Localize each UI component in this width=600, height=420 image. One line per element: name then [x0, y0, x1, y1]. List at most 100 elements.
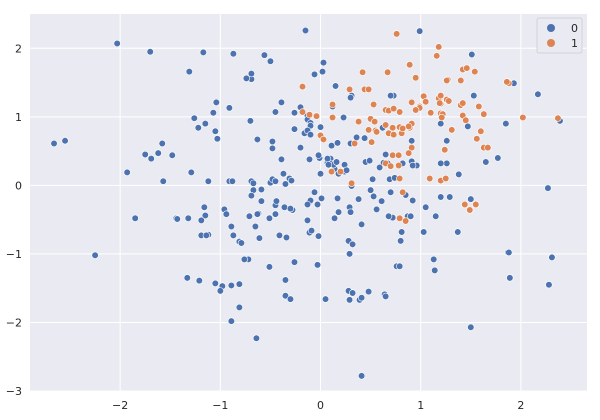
data-point-series-0 — [168, 151, 176, 159]
data-point-series-1 — [384, 68, 392, 76]
data-point-series-1 — [396, 108, 404, 116]
data-point-series-0 — [437, 120, 445, 128]
data-point-series-0 — [431, 266, 439, 274]
data-point-series-0 — [327, 142, 336, 150]
data-point-series-0 — [370, 192, 378, 200]
legend-marker-0 — [547, 24, 555, 32]
data-point-series-0 — [286, 295, 295, 303]
data-point-series-0 — [408, 137, 416, 145]
data-point-series-1 — [368, 138, 376, 146]
data-point-series-0 — [200, 203, 208, 211]
data-point-series-0 — [209, 109, 217, 117]
data-point-series-0 — [247, 192, 255, 200]
data-point-series-1 — [554, 114, 562, 122]
y-tick-label: 2 — [15, 42, 22, 55]
data-point-series-0 — [281, 276, 290, 284]
data-point-series-0 — [225, 104, 233, 112]
data-point-series-0 — [505, 248, 513, 257]
data-point-series-0 — [286, 205, 295, 213]
data-point-series-1 — [393, 30, 401, 38]
data-point-series-1 — [399, 188, 407, 196]
data-point-series-0 — [468, 50, 476, 59]
data-point-series-0 — [494, 154, 502, 162]
data-point-series-0 — [123, 168, 131, 176]
data-point-series-0 — [301, 26, 310, 35]
data-point-series-0 — [385, 212, 393, 220]
data-point-series-0 — [229, 50, 237, 58]
data-point-series-0 — [185, 67, 193, 76]
data-point-series-0 — [420, 228, 428, 236]
data-point-series-1 — [406, 61, 414, 69]
data-point-series-0 — [342, 166, 351, 174]
data-point-series-0 — [387, 91, 395, 100]
data-point-series-0 — [454, 228, 462, 236]
data-point-series-0 — [222, 210, 230, 218]
data-point-series-0 — [187, 168, 195, 176]
y-tick-label: −2 — [6, 316, 22, 329]
data-point-series-0 — [330, 214, 339, 222]
data-point-series-0 — [257, 185, 266, 194]
data-point-series-0 — [443, 159, 451, 168]
data-point-series-1 — [370, 100, 378, 109]
data-point-series-0 — [357, 372, 366, 380]
data-point-series-0 — [318, 67, 327, 76]
data-point-series-0 — [197, 216, 205, 224]
data-point-series-1 — [395, 161, 403, 170]
data-point-series-0 — [366, 157, 374, 165]
data-point-series-0 — [506, 274, 514, 282]
data-point-series-1 — [445, 97, 453, 105]
data-point-series-0 — [216, 287, 224, 295]
data-point-series-0 — [281, 180, 290, 188]
data-point-series-0 — [346, 94, 355, 102]
data-point-series-0 — [229, 231, 237, 240]
data-point-series-0 — [158, 139, 166, 148]
data-point-series-0 — [544, 184, 552, 192]
data-point-series-0 — [365, 288, 373, 296]
data-point-series-0 — [212, 98, 220, 107]
data-points — [50, 26, 564, 380]
data-point-series-0 — [271, 210, 280, 218]
data-point-series-0 — [482, 158, 490, 166]
data-point-series-0 — [202, 231, 210, 240]
data-point-series-1 — [389, 151, 397, 159]
data-point-series-0 — [316, 123, 325, 131]
data-point-series-0 — [534, 90, 542, 98]
legend-marker-1 — [547, 39, 555, 47]
data-point-series-0 — [255, 234, 264, 242]
data-point-series-1 — [305, 111, 314, 119]
data-point-series-0 — [357, 294, 366, 302]
data-point-series-0 — [332, 158, 341, 166]
x-tick-label: 0 — [317, 399, 324, 412]
data-point-series-1 — [371, 118, 379, 126]
data-point-series-1 — [443, 76, 451, 85]
data-point-series-0 — [277, 155, 286, 163]
data-point-series-1 — [387, 162, 395, 170]
data-point-series-0 — [204, 177, 212, 185]
data-point-series-0 — [348, 289, 357, 297]
data-point-series-1 — [519, 113, 527, 122]
data-point-series-1 — [448, 126, 456, 134]
data-point-series-0 — [430, 255, 438, 263]
data-point-series-0 — [306, 131, 315, 139]
data-point-series-0 — [382, 292, 390, 301]
data-point-series-0 — [376, 163, 384, 172]
data-point-series-0 — [382, 150, 390, 159]
data-point-series-0 — [227, 222, 235, 231]
data-point-series-1 — [441, 146, 449, 154]
data-point-series-0 — [398, 228, 406, 236]
data-point-series-1 — [484, 144, 492, 152]
data-point-series-0 — [271, 177, 280, 185]
data-point-series-0 — [378, 197, 386, 205]
x-tick-label: 2 — [517, 399, 524, 412]
data-point-series-1 — [399, 124, 407, 133]
data-point-series-1 — [390, 104, 398, 113]
data-point-series-0 — [154, 149, 162, 157]
data-point-series-1 — [402, 217, 410, 225]
data-point-series-0 — [240, 255, 248, 263]
data-point-series-0 — [387, 188, 395, 196]
data-point-series-1 — [459, 99, 467, 107]
data-point-series-1 — [347, 179, 356, 187]
x-axis-ticks: −2 −1 0 1 2 — [112, 399, 524, 412]
data-point-series-0 — [502, 120, 510, 128]
